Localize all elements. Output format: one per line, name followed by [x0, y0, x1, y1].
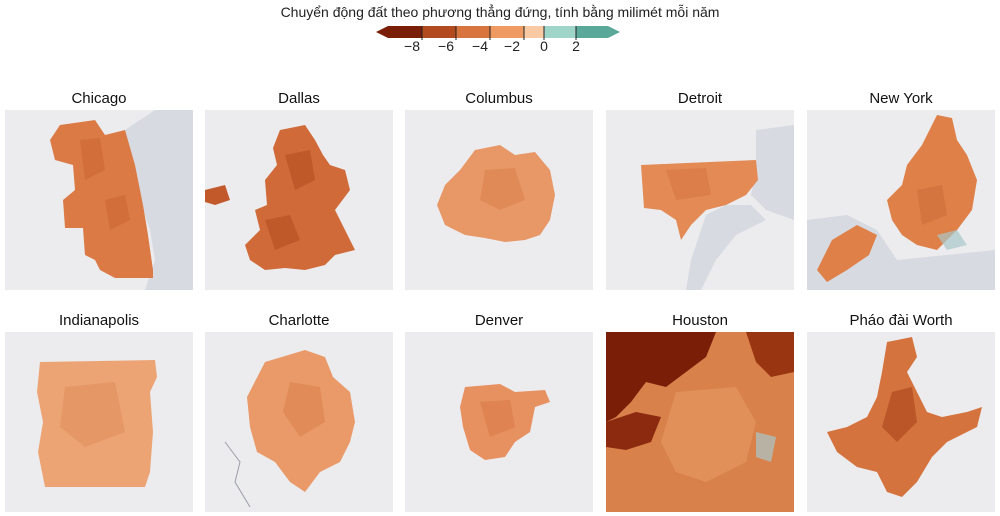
legend-swatch-1: [388, 26, 422, 38]
legend-title: Chuyển động đất theo phương thẳng đứng, …: [280, 4, 720, 20]
map-indianapolis: [5, 332, 193, 512]
map-charlotte: [205, 332, 393, 512]
lake-michigan: [125, 110, 193, 290]
map-fort-worth: [807, 332, 995, 512]
legend-swatch-6: [544, 26, 576, 38]
legend-swatch-7: [576, 26, 608, 38]
legend-tick-label: 0: [540, 38, 548, 54]
map-new-york: [807, 110, 995, 290]
legend-swatch-3: [456, 26, 490, 38]
legend-arrow-right: [608, 26, 620, 38]
subsidence-area-staten-island: [817, 225, 877, 282]
subsidence-area-boroughs: [887, 115, 977, 250]
map-detroit: [606, 110, 794, 290]
legend-swatch-2: [422, 26, 456, 38]
map-columbus: [405, 110, 593, 290]
legend: Chuyển động đất theo phương thẳng đứng, …: [0, 0, 1000, 62]
city-title: Chicago: [71, 90, 127, 107]
city-title: Denver: [474, 312, 524, 329]
legend-arrow-left: [376, 26, 388, 38]
subsidence-area-dallas: [245, 125, 355, 270]
severe-subsidence-northwest: [606, 332, 716, 422]
legend-tick-label: −8: [404, 38, 420, 54]
legend-tick-label: −4: [472, 38, 488, 54]
map-chicago: [5, 110, 193, 290]
legend-tick-label: −2: [504, 38, 520, 54]
city-title: Columbus: [465, 90, 533, 107]
map-denver: [405, 332, 593, 512]
map-houston: [606, 332, 794, 512]
subsidence-area-denver: [460, 384, 550, 460]
subsidence-area-columbus: [437, 145, 555, 242]
lake-st-clair: [751, 125, 794, 220]
subsidence-area-indianapolis: [37, 360, 157, 487]
map-dallas: [205, 110, 393, 290]
legend-swatch-5: [524, 26, 544, 38]
legend-tick-label: 2: [572, 38, 580, 54]
city-title: New York: [869, 90, 933, 107]
subsidence-area-detroit: [641, 160, 758, 240]
city-title: Charlotte: [268, 312, 330, 329]
detroit-river: [686, 205, 766, 290]
legend-color-bar: [376, 26, 620, 40]
city-title: Detroit: [677, 90, 723, 107]
subsidence-area-chicago: [50, 120, 153, 278]
city-title: Dallas: [278, 90, 320, 107]
city-title: Houston: [672, 312, 728, 329]
city-title: Indianapolis: [58, 312, 140, 329]
city-title: Pháo đài Worth: [849, 312, 953, 329]
legend-swatch-4: [490, 26, 524, 38]
subsidence-area-charlotte: [247, 350, 355, 492]
legend-tick-label: −6: [438, 38, 454, 54]
